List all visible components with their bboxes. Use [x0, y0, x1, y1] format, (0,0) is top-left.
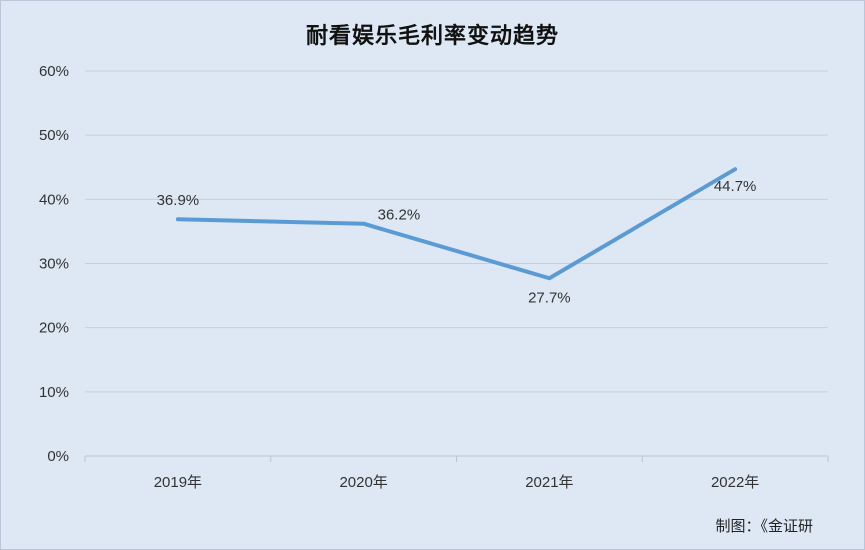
y-tick-label: 60% — [39, 63, 69, 80]
x-tick-label: 2019年 — [154, 474, 202, 491]
data-label: 27.7% — [528, 289, 571, 306]
data-label: 36.2% — [378, 207, 421, 224]
y-tick-label: 50% — [39, 127, 69, 144]
data-point — [176, 217, 180, 221]
y-tick-label: 10% — [39, 384, 69, 401]
data-point — [362, 222, 366, 226]
y-tick-label: 30% — [39, 256, 69, 273]
y-tick-label: 20% — [39, 320, 69, 337]
series-group — [175, 167, 738, 281]
x-tick-label: 2020年 — [339, 474, 387, 491]
data-point — [547, 276, 551, 280]
gridlines — [85, 70, 828, 393]
x-tick-label: 2021年 — [525, 474, 573, 491]
series-line — [175, 167, 738, 281]
x-axis: 2019年 2020年 2021年 2022年 — [84, 455, 829, 491]
y-tick-label: 0% — [47, 448, 69, 465]
data-label: 36.9% — [157, 192, 200, 209]
chart-credit: 制图：《金证研 — [715, 517, 813, 535]
data-labels: 36.9% 36.2% 27.7% 44.7% — [157, 178, 757, 306]
y-tick-label: 40% — [39, 191, 69, 208]
y-axis-ticks: 0% 10% 20% 30% 40% 50% 60% — [39, 63, 69, 465]
chart-title: 耐看娱乐毛利率变动趋势 — [305, 24, 559, 49]
data-label: 44.7% — [714, 178, 757, 195]
data-point — [733, 167, 737, 171]
x-tick-label: 2022年 — [711, 474, 759, 491]
